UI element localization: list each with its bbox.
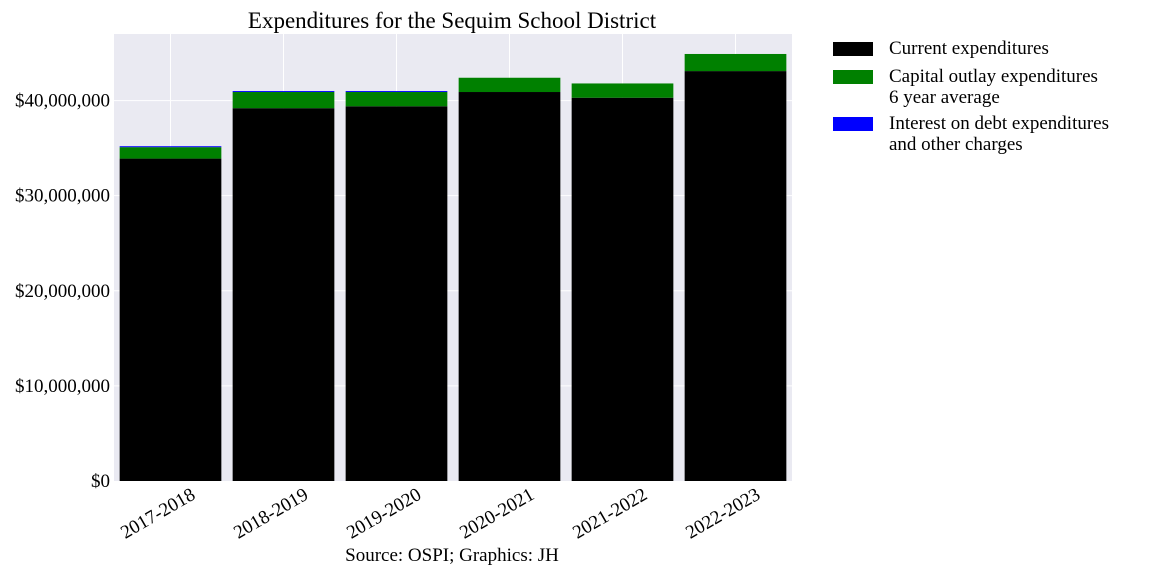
plot-area [114, 34, 792, 481]
y-tick-label: $30,000,000 [15, 186, 110, 207]
bar-segment-series-2 [345, 91, 448, 93]
y-axis: $0 $10,000,000 $20,000,000 $30,000,000 $40,0… [15, 91, 110, 492]
legend-swatch [833, 117, 873, 131]
y-tick-label: $40,000,000 [15, 91, 110, 112]
x-tick-label: 2017-2018 [117, 484, 199, 543]
bar-segment-series-1 [119, 147, 222, 159]
bar-segment-series-0 [119, 158, 222, 481]
x-tick-label: 2018-2019 [230, 484, 312, 543]
y-tick-label: $0 [91, 471, 110, 492]
legend-label: Interest on debt expenditures and other c… [889, 113, 1110, 155]
legend: Current expenditures Capital outlay expen… [833, 38, 1148, 160]
bar-segment-series-2 [232, 91, 335, 93]
x-axis: 2017-2018 2018-2019 2019-2020 2020-2021 2021… [117, 484, 764, 543]
bar-segment-series-0 [458, 92, 561, 481]
bar-segment-series-1 [684, 53, 787, 72]
legend-item: Current expenditures [833, 38, 1148, 62]
bar-segment-series-0 [345, 106, 448, 481]
bar-segment-series-2 [119, 146, 222, 148]
bar-segment-series-0 [571, 97, 674, 481]
legend-item: Interest on debt expenditures and other c… [833, 113, 1148, 157]
x-tick-label: 2019-2020 [343, 484, 425, 543]
x-tick-label: 2020-2021 [456, 484, 538, 543]
bar-segment-series-0 [684, 71, 787, 481]
bar-segment-series-1 [345, 92, 448, 107]
y-tick-label: $20,000,000 [15, 281, 110, 302]
bar-segment-series-1 [458, 77, 561, 93]
bar-segment-series-1 [232, 92, 335, 109]
legend-label: Current expenditures [889, 38, 1049, 59]
bar-segment-series-1 [571, 83, 674, 98]
bar-segment-series-0 [232, 108, 335, 481]
x-tick-label: 2021-2022 [569, 484, 651, 543]
legend-swatch [833, 70, 873, 84]
legend-item: Capital outlay expenditures 6 year averag… [833, 66, 1148, 110]
x-tick-label: 2022-2023 [682, 484, 764, 543]
chart-caption: Source: OSPI; Graphics: JH [345, 545, 559, 566]
legend-label: Capital outlay expenditures 6 year averag… [889, 66, 1098, 108]
legend-swatch [833, 42, 873, 56]
y-tick-label: $10,000,000 [15, 376, 110, 397]
chart-title: Expenditures for the Sequim School Distr… [248, 8, 657, 33]
bars [119, 53, 787, 481]
